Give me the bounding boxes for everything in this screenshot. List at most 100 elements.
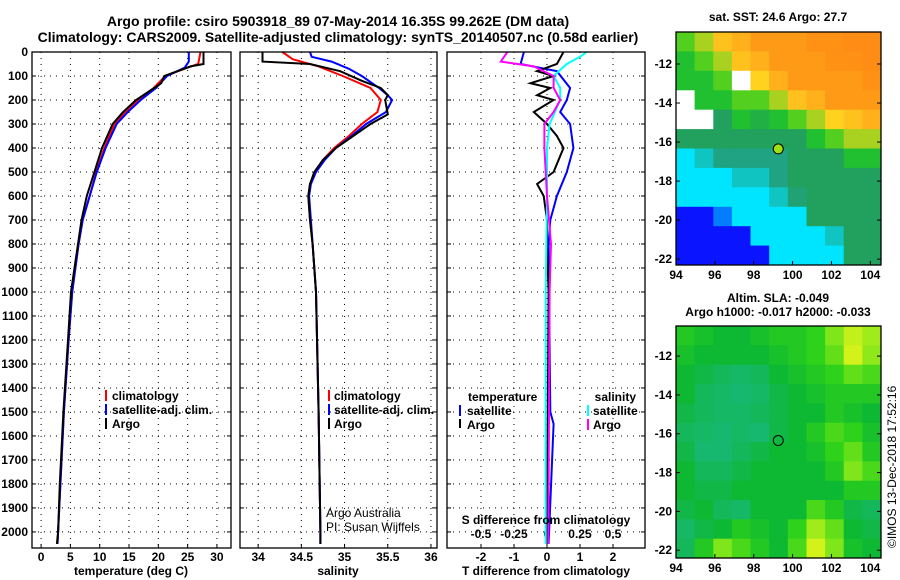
- x-tick-label: 2: [610, 550, 617, 564]
- map-cell: [806, 500, 826, 520]
- y-tick-label: 1800: [1, 477, 28, 491]
- legend-title-salinity: salinity: [595, 390, 637, 404]
- temperature-legend: climatology satellite-adj. clim. Argo: [105, 389, 212, 431]
- y-tick-label: 1400: [1, 381, 28, 395]
- x-tick-label: 34.5: [290, 550, 314, 564]
- map-cell: [769, 364, 789, 385]
- x-tick-label: 20: [152, 550, 166, 564]
- map-cell: [843, 206, 863, 227]
- map-cell: [806, 32, 826, 52]
- map-cell: [843, 51, 863, 72]
- map-cell: [825, 326, 845, 346]
- argo-position-marker: [772, 435, 784, 447]
- map-cell: [769, 226, 789, 247]
- map-cell: [825, 226, 845, 247]
- map-cell: [694, 167, 714, 188]
- salinity-xlabel: salinity: [317, 564, 359, 578]
- x-tick-label: -2: [476, 550, 487, 564]
- map-cell: [825, 442, 845, 462]
- map-cell: [750, 403, 770, 424]
- map-cell: [731, 384, 751, 404]
- map-cell: [694, 461, 714, 482]
- map-cell: [825, 384, 845, 404]
- map-frame: [675, 325, 882, 559]
- map-cell: [843, 538, 863, 559]
- y-tick-label: 500: [8, 165, 28, 179]
- map-cell: [694, 109, 714, 130]
- legend-label: satellite: [593, 404, 638, 418]
- lat-tick-label: -20: [655, 504, 673, 518]
- s-tick-label: -0.5: [471, 527, 492, 541]
- map-cell: [862, 226, 882, 247]
- map-cell: [750, 129, 770, 149]
- legend-label: climatology: [112, 389, 179, 403]
- map-cell: [676, 461, 696, 482]
- map-cell: [862, 90, 882, 111]
- map-cell: [676, 148, 696, 169]
- legend-swatch-t-satellite: [459, 405, 461, 416]
- map-cell: [713, 422, 733, 443]
- x-tick-label: 30: [210, 550, 224, 564]
- map-cell: [694, 538, 714, 559]
- map-cell: [713, 442, 733, 462]
- map-cell: [787, 226, 807, 247]
- map-cell: [787, 109, 807, 130]
- map-cell: [806, 480, 826, 501]
- lat-tick-label: -12: [655, 349, 673, 363]
- map-cell: [713, 109, 733, 130]
- map-cell: [862, 51, 882, 72]
- map-cell: [694, 245, 714, 266]
- y-tick-label: 200: [8, 93, 28, 107]
- map-cell: [676, 70, 696, 91]
- legend-label: Argo: [334, 417, 362, 431]
- map-cell: [769, 326, 789, 346]
- plot-frame: [446, 51, 646, 549]
- x-tick-label: 0: [544, 550, 551, 564]
- map-cell: [713, 519, 733, 540]
- map-cell: [862, 519, 882, 540]
- map-cell: [769, 109, 789, 130]
- map-cell: [694, 187, 714, 208]
- map2-title: Altim. SLA: -0.049: [727, 291, 829, 305]
- map-cell: [769, 384, 789, 404]
- x-tick-label: 15: [122, 550, 136, 564]
- map-cell: [694, 148, 714, 169]
- map-cell: [806, 167, 826, 188]
- map-cell: [825, 461, 845, 482]
- map-cell: [825, 364, 845, 385]
- map-cell: [787, 480, 807, 501]
- y-tick-label: 0: [21, 45, 28, 59]
- s-tick-label: 0.5: [605, 527, 622, 541]
- map-cell: [713, 206, 733, 227]
- series-t-argo: [526, 51, 565, 544]
- map-cell: [843, 167, 863, 188]
- map-cell: [825, 403, 845, 424]
- map-cell: [769, 90, 789, 111]
- map-cell: [713, 403, 733, 424]
- lat-tick-label: -22: [655, 252, 673, 266]
- temperature-profile: 0100200300400500600700800900100011001200…: [1, 45, 232, 564]
- y-tick-label: 700: [8, 213, 28, 227]
- map-cell: [769, 148, 789, 169]
- map-cell: [731, 187, 751, 208]
- legend-swatch-argo: [105, 418, 107, 429]
- map-cell: [713, 480, 733, 501]
- legend-swatch-satellite: [328, 404, 330, 415]
- map-cell: [843, 148, 863, 169]
- map-cell: [769, 500, 789, 520]
- series-argo: [55, 52, 205, 544]
- map-cell: [731, 109, 751, 130]
- map-cell: [676, 442, 696, 462]
- map-cell: [694, 519, 714, 540]
- map-cell: [750, 109, 770, 130]
- map-cell: [713, 129, 733, 149]
- map-cell: [769, 32, 789, 52]
- x-tick-label: 10: [93, 550, 107, 564]
- lon-tick-label: 94: [669, 268, 683, 282]
- map-cell: [787, 206, 807, 227]
- map-cell: [676, 384, 696, 404]
- lat-tick-label: -16: [655, 135, 673, 149]
- map-cell: [862, 326, 882, 346]
- map-cell: [843, 403, 863, 424]
- map-cell: [750, 70, 770, 91]
